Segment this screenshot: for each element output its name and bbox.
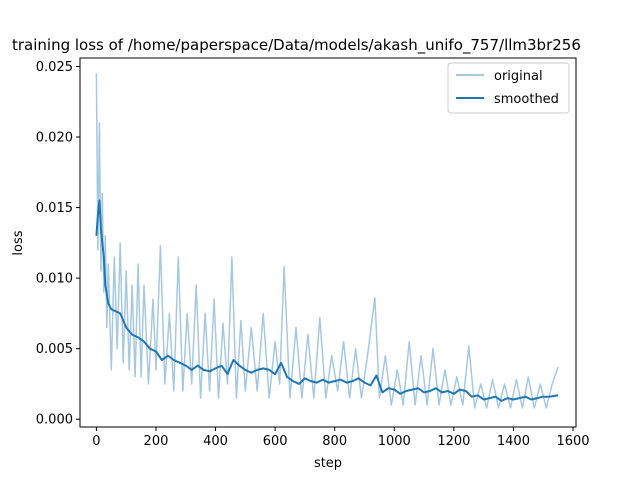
legend-label-original: original: [494, 69, 543, 84]
x-tick-label: 800: [322, 434, 347, 449]
plot-frame: [79, 57, 577, 428]
y-tick-label: 0.020: [36, 131, 73, 146]
series-line-original: [95, 73, 559, 409]
y-tick-label: 0.005: [36, 342, 73, 357]
x-tick-label: 400: [203, 434, 228, 449]
y-tick-label: 0.025: [36, 60, 73, 75]
y-tick-label: 0.015: [36, 201, 73, 216]
x-tick-label: 1200: [437, 434, 470, 449]
y-tick-label: 0.000: [36, 413, 73, 428]
x-tick-label: 1400: [497, 434, 530, 449]
legend: original smoothed: [447, 62, 570, 114]
x-tick-label: 600: [263, 434, 288, 449]
x-tick-label: 0: [92, 434, 100, 449]
series-line-smoothed: [95, 199, 559, 402]
y-axis-ticks: 0.000 0.005 0.010 0.015 0.020 0.025: [36, 60, 80, 428]
series-lines: [95, 73, 559, 409]
y-tick-label: 0.010: [36, 272, 73, 287]
chart-title: training loss of /home/paperspace/Data/m…: [12, 36, 581, 55]
x-tick-label: 1000: [378, 434, 411, 449]
legend-label-smoothed: smoothed: [494, 92, 559, 107]
x-tick-label: 1600: [556, 434, 589, 449]
y-axis-label: loss: [11, 230, 26, 255]
x-tick-label: 200: [144, 434, 169, 449]
x-axis-ticks: 0 200 400 600 800 1000 1200 1400 1600: [92, 427, 590, 449]
x-axis-label: step: [314, 456, 342, 471]
